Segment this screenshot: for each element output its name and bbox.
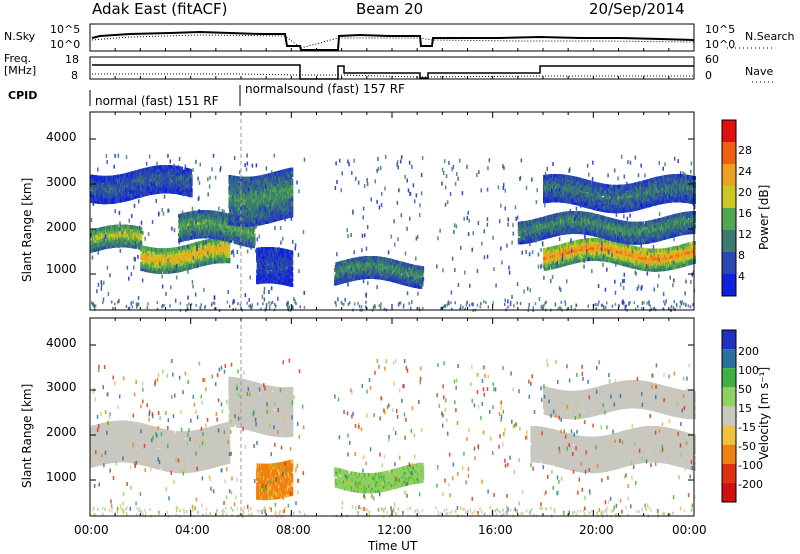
freq-panel-frame xyxy=(90,57,694,79)
power-echo-cell xyxy=(189,169,192,173)
power-echo-cell xyxy=(253,234,256,238)
power-echo-cell xyxy=(291,168,294,172)
nave-trace xyxy=(92,74,694,77)
figure-graphics xyxy=(0,0,800,554)
power-echo-cell xyxy=(140,240,143,244)
power-echo-cell xyxy=(228,249,231,253)
freq-trace xyxy=(92,65,694,79)
power-echo-cell xyxy=(190,188,193,192)
power-echo-cell xyxy=(140,235,143,239)
noise-sky-trace xyxy=(92,32,694,50)
